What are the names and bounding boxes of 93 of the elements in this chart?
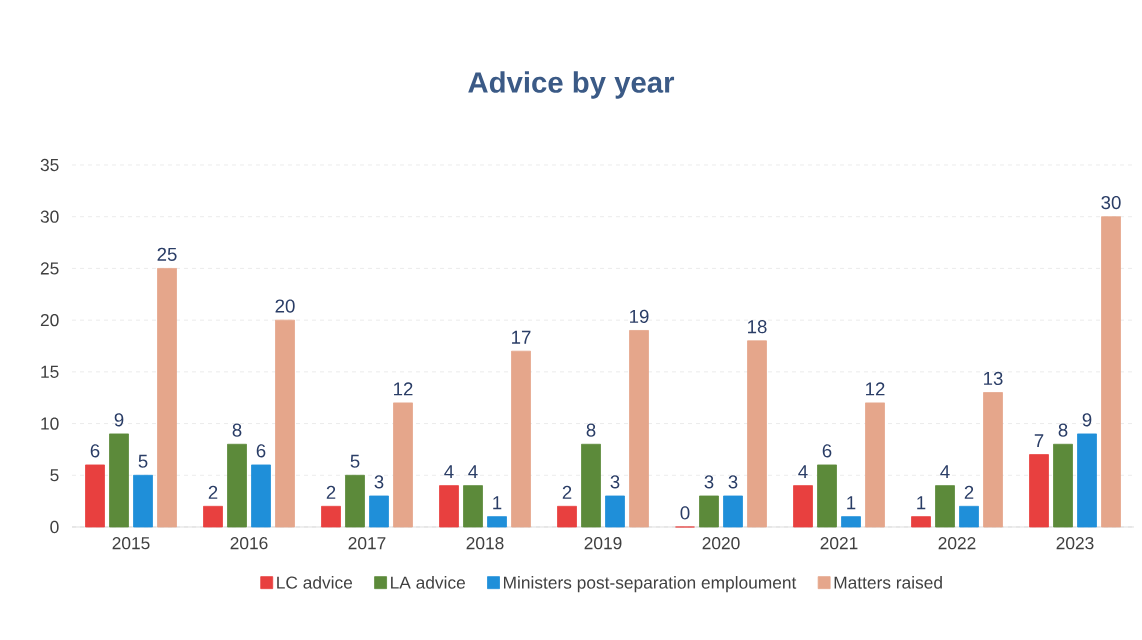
y-tick-label: 20 [40, 314, 59, 327]
bar [463, 485, 483, 528]
bar [85, 464, 105, 528]
data-label: 2 [208, 485, 218, 499]
bar [557, 505, 577, 528]
bar [393, 402, 413, 528]
data-label: 3 [728, 475, 738, 489]
data-label: 13 [984, 371, 1003, 386]
y-tick-label: 35 [40, 158, 59, 172]
bar [865, 402, 885, 528]
data-label: 30 [1101, 195, 1121, 210]
data-label: 9 [114, 413, 124, 427]
data-label: 25 [157, 247, 177, 261]
bar [911, 516, 931, 528]
bar [935, 485, 955, 528]
bar [487, 516, 507, 528]
data-label: 4 [444, 465, 454, 479]
y-tick-label: 30 [40, 210, 59, 223]
x-tick-label: 2017 [348, 537, 386, 550]
y-tick-label: 25 [40, 262, 59, 275]
data-label: 2 [326, 485, 336, 499]
data-label: 1 [847, 496, 856, 510]
data-label: 20 [275, 299, 295, 313]
data-label: 3 [704, 475, 714, 489]
data-label: 6 [256, 444, 266, 458]
bar [747, 340, 767, 528]
data-label: 2 [562, 485, 572, 499]
data-label: 17 [512, 330, 531, 344]
data-label: 3 [374, 475, 384, 489]
data-label: 2 [964, 485, 974, 499]
x-tick-label: 2020 [702, 537, 740, 550]
bar [629, 330, 649, 528]
legend-label: LA advice [391, 576, 465, 589]
bar [1029, 454, 1049, 528]
bar [1101, 216, 1121, 528]
data-label: 1 [493, 496, 502, 510]
y-tick-label: 10 [41, 417, 59, 430]
data-label: 8 [586, 423, 596, 437]
data-label: 8 [1058, 423, 1068, 437]
bar [321, 505, 341, 528]
chart-title: Advice by year [468, 71, 675, 99]
data-label: 6 [90, 444, 100, 458]
legend-label: Matters raised [834, 576, 942, 589]
legend-label: Ministers post-separation emploument [503, 576, 797, 593]
y-tick-label: 5 [50, 469, 59, 482]
x-tick-label: 2021 [820, 537, 858, 550]
bar [109, 433, 129, 528]
bar [251, 464, 271, 528]
y-tick-label: 15 [41, 365, 59, 378]
data-label: 1 [917, 496, 926, 510]
bar [983, 392, 1003, 528]
data-label: 18 [748, 320, 767, 334]
data-label: 4 [940, 465, 950, 479]
data-label: 6 [822, 444, 832, 458]
data-label: 3 [610, 475, 620, 489]
data-label: 0 [680, 506, 690, 520]
y-tick-label: 0 [50, 520, 59, 534]
x-tick-label: 2022 [938, 537, 976, 550]
x-tick-label: 2023 [1056, 537, 1094, 550]
x-tick-label: 2016 [230, 537, 268, 550]
data-label: 12 [394, 382, 413, 396]
legend-label: LC advice [277, 576, 353, 589]
x-tick-label: 2018 [466, 537, 504, 550]
bar [817, 464, 837, 528]
bar [275, 319, 295, 528]
bar [1053, 443, 1073, 528]
data-label: 4 [468, 465, 478, 479]
data-label: 5 [350, 454, 360, 468]
bar [605, 495, 625, 528]
bar [345, 474, 365, 528]
x-tick-label: 2015 [112, 537, 150, 550]
bar [699, 495, 719, 528]
bar [369, 495, 389, 528]
data-label: 5 [138, 454, 148, 468]
bar [841, 516, 861, 528]
bar [227, 443, 247, 528]
bar [959, 505, 979, 528]
bar [581, 443, 601, 528]
bar [439, 485, 459, 528]
bar [157, 268, 177, 528]
x-tick-label: 2019 [584, 537, 622, 550]
data-label: 4 [798, 465, 808, 479]
bar [511, 350, 531, 528]
data-label: 8 [232, 423, 242, 437]
bar [723, 495, 743, 528]
data-label: 7 [1034, 434, 1044, 448]
data-label: 9 [1082, 413, 1092, 427]
bar [133, 474, 153, 528]
bar [1077, 433, 1097, 528]
bar [793, 485, 813, 528]
bar [203, 505, 223, 528]
data-label: 19 [630, 309, 649, 323]
data-label: 12 [866, 382, 885, 396]
